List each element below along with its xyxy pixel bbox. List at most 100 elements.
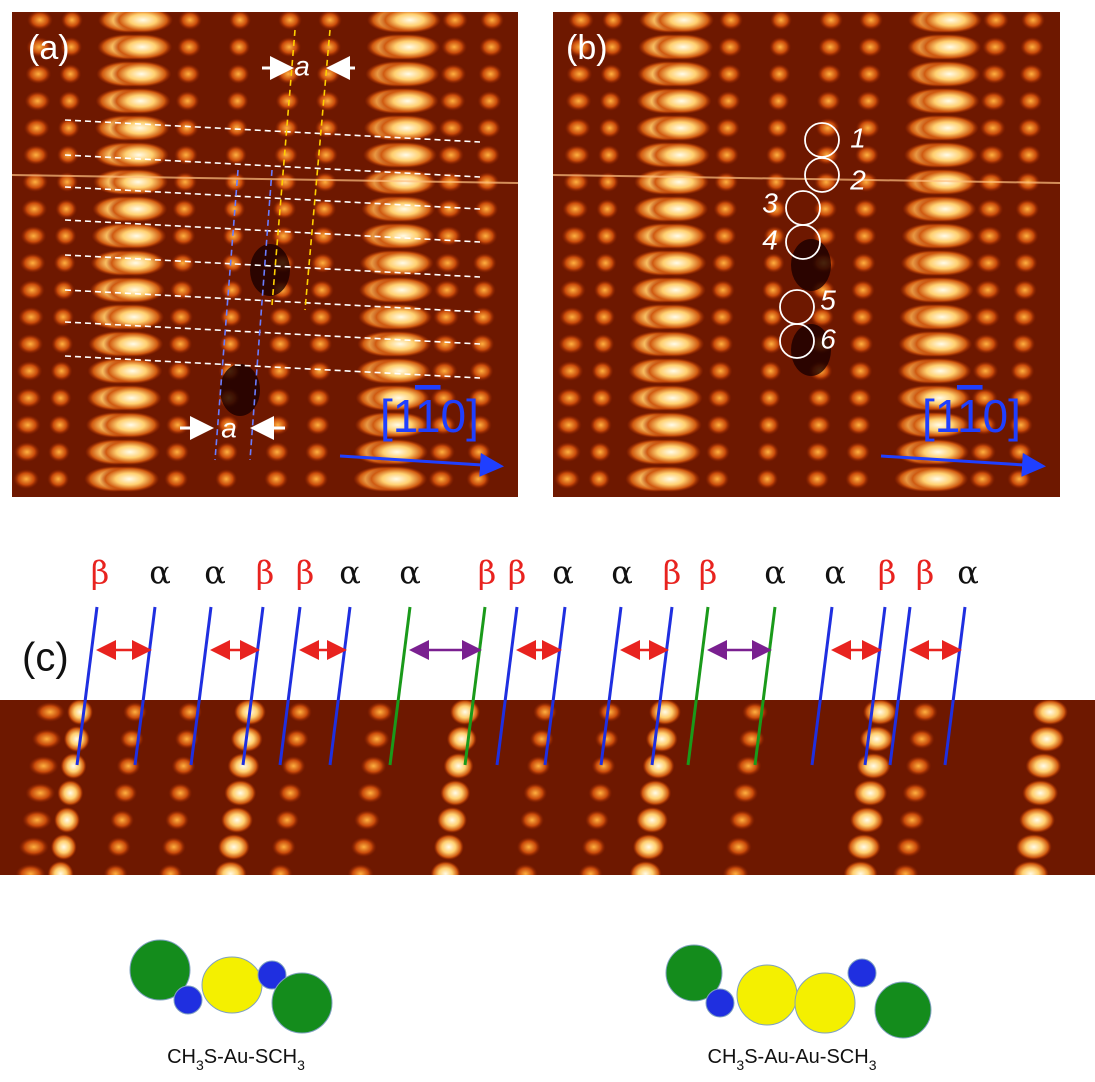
stm-spot bbox=[523, 783, 547, 803]
stm-spot bbox=[853, 226, 877, 246]
stm-spot bbox=[970, 442, 996, 462]
stm-spot bbox=[845, 469, 869, 489]
atom bbox=[202, 957, 262, 1013]
stm-spot bbox=[849, 334, 873, 354]
stm-spot bbox=[858, 37, 882, 57]
row-type: β bbox=[91, 554, 110, 592]
stm-spot bbox=[977, 199, 1003, 219]
stm-spot bbox=[48, 861, 74, 887]
stm-spot bbox=[318, 10, 342, 30]
stm-spot bbox=[719, 10, 743, 30]
stm-spot bbox=[432, 334, 458, 354]
stm-spot bbox=[648, 223, 708, 249]
stm-spot bbox=[18, 307, 44, 327]
stm-spot bbox=[467, 442, 491, 462]
stm-spot bbox=[166, 415, 190, 435]
stm-spot bbox=[1022, 780, 1058, 806]
stm-spot bbox=[973, 334, 999, 354]
stm-spot bbox=[588, 783, 612, 803]
stm-spot bbox=[649, 169, 709, 195]
stm-spot bbox=[851, 280, 875, 300]
text-part: [1 bbox=[922, 390, 959, 442]
stm-spot bbox=[893, 864, 919, 884]
stm-spot bbox=[636, 807, 668, 833]
text-part: CH bbox=[167, 1046, 196, 1068]
stm-spot bbox=[848, 361, 872, 381]
stm-spot bbox=[53, 280, 75, 300]
stm-spot bbox=[639, 780, 671, 806]
stm-spot bbox=[51, 334, 73, 354]
stm-spot bbox=[272, 837, 296, 857]
stm-spot bbox=[168, 783, 192, 803]
row-type: α bbox=[399, 554, 421, 592]
stm-spot bbox=[35, 702, 65, 722]
atom bbox=[875, 982, 931, 1038]
text-part: 1 bbox=[415, 390, 441, 442]
stm-spot bbox=[561, 253, 587, 273]
stm-spot bbox=[447, 726, 477, 752]
stm-spot bbox=[16, 388, 42, 408]
stm-spot bbox=[1014, 253, 1038, 273]
stm-spot bbox=[763, 253, 785, 273]
stm-spot bbox=[918, 88, 980, 114]
stm-spot bbox=[705, 469, 729, 489]
stm-spot bbox=[643, 358, 703, 384]
stm-spot bbox=[215, 861, 247, 887]
stm-spot bbox=[431, 361, 457, 381]
stm-spot bbox=[365, 466, 427, 492]
stm-spot bbox=[910, 331, 972, 357]
stm-spot bbox=[590, 415, 612, 435]
stm-spot bbox=[759, 388, 781, 408]
stm-spot bbox=[709, 334, 733, 354]
stm-spot bbox=[348, 864, 374, 884]
stm-spot bbox=[1015, 226, 1039, 246]
stm-spot bbox=[579, 864, 603, 884]
site-label: 2 bbox=[849, 164, 866, 195]
stm-spot bbox=[713, 199, 737, 219]
stm-spot bbox=[911, 304, 973, 330]
stm-spot bbox=[917, 115, 979, 141]
stm-spot bbox=[112, 34, 172, 60]
stm-spot bbox=[600, 91, 622, 111]
stm-spot bbox=[109, 142, 169, 168]
stm-spot bbox=[440, 91, 466, 111]
stm-spot bbox=[16, 864, 46, 884]
stm-spot bbox=[757, 442, 779, 462]
stm-spot bbox=[1018, 118, 1042, 138]
stm-spot bbox=[288, 702, 312, 722]
stm-spot bbox=[762, 280, 784, 300]
stm-spot bbox=[21, 199, 47, 219]
stm-spot bbox=[906, 756, 932, 776]
stm-spot bbox=[373, 223, 435, 249]
stm-spot bbox=[588, 469, 610, 489]
stm-spot bbox=[434, 280, 460, 300]
stm-spot bbox=[110, 115, 170, 141]
row-type: β bbox=[296, 554, 315, 592]
stm-spot bbox=[372, 250, 434, 276]
site-label: 3 bbox=[762, 187, 778, 218]
stm-spot bbox=[369, 331, 431, 357]
formula: CH3S-Au-Au-SCH3 bbox=[708, 1046, 877, 1072]
stm-spot bbox=[559, 307, 585, 327]
stm-spot bbox=[1013, 280, 1037, 300]
stm-spot bbox=[440, 64, 466, 84]
stm-spot bbox=[642, 412, 702, 438]
stm-spot bbox=[224, 172, 246, 192]
stm-spot bbox=[113, 7, 173, 33]
stm-spot bbox=[59, 91, 81, 111]
stm-spot bbox=[591, 361, 613, 381]
stm-spot bbox=[769, 37, 791, 57]
stm-spot bbox=[1016, 834, 1052, 860]
text-part: 1 bbox=[957, 390, 983, 442]
stm-spot bbox=[221, 280, 243, 300]
row-type: β bbox=[508, 554, 527, 592]
stm-spot bbox=[602, 10, 624, 30]
stm-spot bbox=[565, 118, 591, 138]
stm-spot bbox=[265, 442, 289, 462]
stm-spot bbox=[229, 10, 251, 30]
stm-spot bbox=[644, 331, 704, 357]
stm-spot bbox=[278, 10, 302, 30]
stm-spot bbox=[630, 861, 662, 887]
stm-spot bbox=[768, 64, 790, 84]
stm-spot bbox=[591, 388, 613, 408]
